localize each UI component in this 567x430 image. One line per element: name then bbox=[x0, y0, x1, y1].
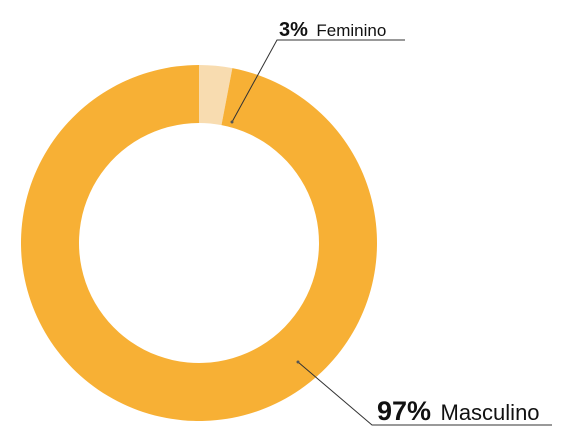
slice bbox=[20, 65, 377, 421]
slice-label: 3% Feminino bbox=[279, 19, 386, 41]
value-label: 97% bbox=[377, 396, 431, 426]
category-label: Feminino bbox=[316, 21, 386, 40]
leader-dot bbox=[296, 360, 300, 364]
slice-label: 97% Masculino bbox=[377, 396, 540, 426]
leader-line bbox=[231, 39, 405, 123]
donut bbox=[20, 65, 377, 421]
value-label: 3% bbox=[279, 19, 308, 41]
category-label: Masculino bbox=[441, 400, 540, 425]
slice bbox=[199, 65, 233, 126]
leader-line bbox=[297, 361, 552, 426]
leader-dot bbox=[230, 120, 234, 124]
